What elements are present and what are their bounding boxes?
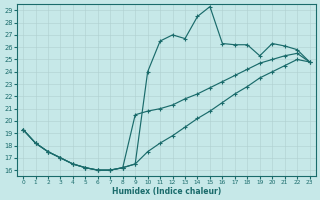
X-axis label: Humidex (Indice chaleur): Humidex (Indice chaleur) — [112, 187, 221, 196]
